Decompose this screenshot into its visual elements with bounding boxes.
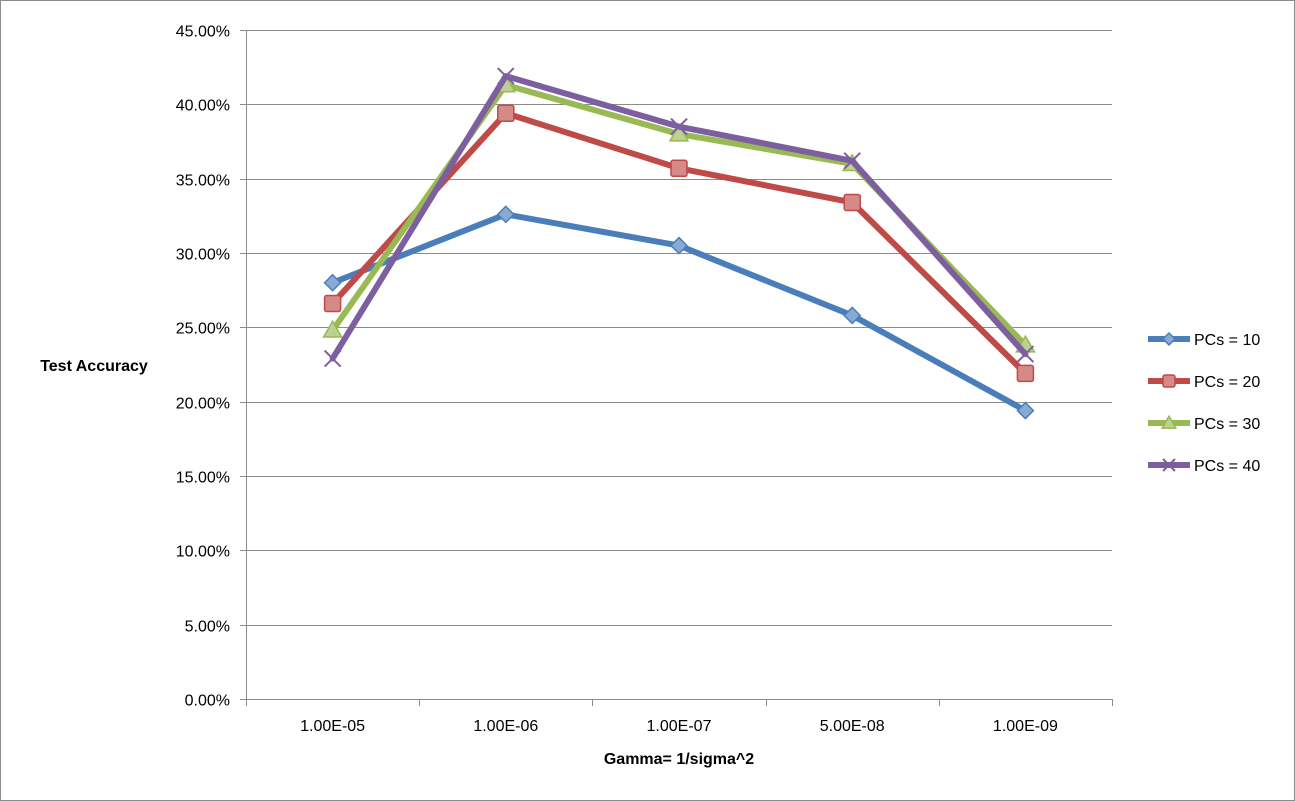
x-tick-labels: 1.00E-05 1.00E-06 1.00E-07 5.00E-08 1.00E-09 (300, 718, 1058, 735)
data-point (322, 319, 343, 338)
y-axis-title: Test Accuracy (40, 358, 148, 375)
legend-label: PCs = 30 (1194, 416, 1260, 433)
data-point (1016, 345, 1035, 363)
data-point (1161, 331, 1177, 347)
data-point (669, 236, 689, 255)
data-point (1162, 458, 1176, 472)
y-tick-label: 5.00% (185, 619, 230, 636)
y-tick-label: 40.00% (176, 98, 230, 115)
x-tick-label: 1.00E-05 (300, 718, 365, 735)
data-point (496, 205, 515, 224)
data-point (843, 193, 861, 212)
legend-item: PCs = 30 (1148, 414, 1260, 433)
x-tick-label: 1.00E-07 (647, 718, 712, 735)
data-point (843, 306, 862, 325)
data-point (670, 159, 688, 178)
y-tick-label: 45.00% (176, 24, 230, 41)
data-point (1162, 374, 1176, 388)
legend: PCs = 10 PCs = 20 PCs = 30 PCs = 40 (1148, 331, 1260, 475)
data-point (323, 294, 342, 313)
y-tick-label: 10.00% (176, 544, 230, 561)
data-point (843, 152, 861, 170)
data-point (1016, 364, 1035, 383)
x-tick-label: 1.00E-09 (993, 718, 1058, 735)
data-point (1016, 401, 1035, 420)
legend-item: PCs = 10 (1148, 331, 1260, 349)
legend-label: PCs = 20 (1194, 374, 1260, 391)
series-line (323, 205, 1035, 420)
axes (240, 30, 1113, 706)
y-tick-label: 25.00% (176, 321, 230, 338)
legend-label: PCs = 40 (1194, 458, 1260, 475)
legend-item: PCs = 40 (1148, 458, 1260, 475)
x-axis-title: Gamma= 1/sigma^2 (604, 751, 754, 768)
x-tick-label: 1.00E-06 (473, 718, 538, 735)
y-tick-label: 35.00% (176, 173, 230, 190)
y-tick-labels: 0.00% 5.00% 10.00% 15.00% 20.00% 25.00% 30.00%… (176, 24, 230, 710)
data-point (497, 104, 515, 123)
data-point (1160, 414, 1178, 429)
legend-item: PCs = 20 (1148, 374, 1260, 391)
data-point (670, 117, 688, 136)
series-line (323, 67, 1035, 368)
data-point (497, 67, 515, 85)
y-tick-label: 0.00% (185, 693, 230, 710)
series-line (323, 104, 1035, 383)
y-tick-label: 20.00% (176, 396, 230, 413)
y-tick-label: 15.00% (176, 470, 230, 487)
series (322, 67, 1036, 420)
data-point (668, 123, 690, 142)
x-tick-label: 5.00E-08 (820, 718, 885, 735)
data-point (323, 349, 342, 368)
legend-label: PCs = 10 (1194, 332, 1260, 349)
data-point (323, 273, 342, 292)
y-tick-label: 30.00% (176, 247, 230, 264)
